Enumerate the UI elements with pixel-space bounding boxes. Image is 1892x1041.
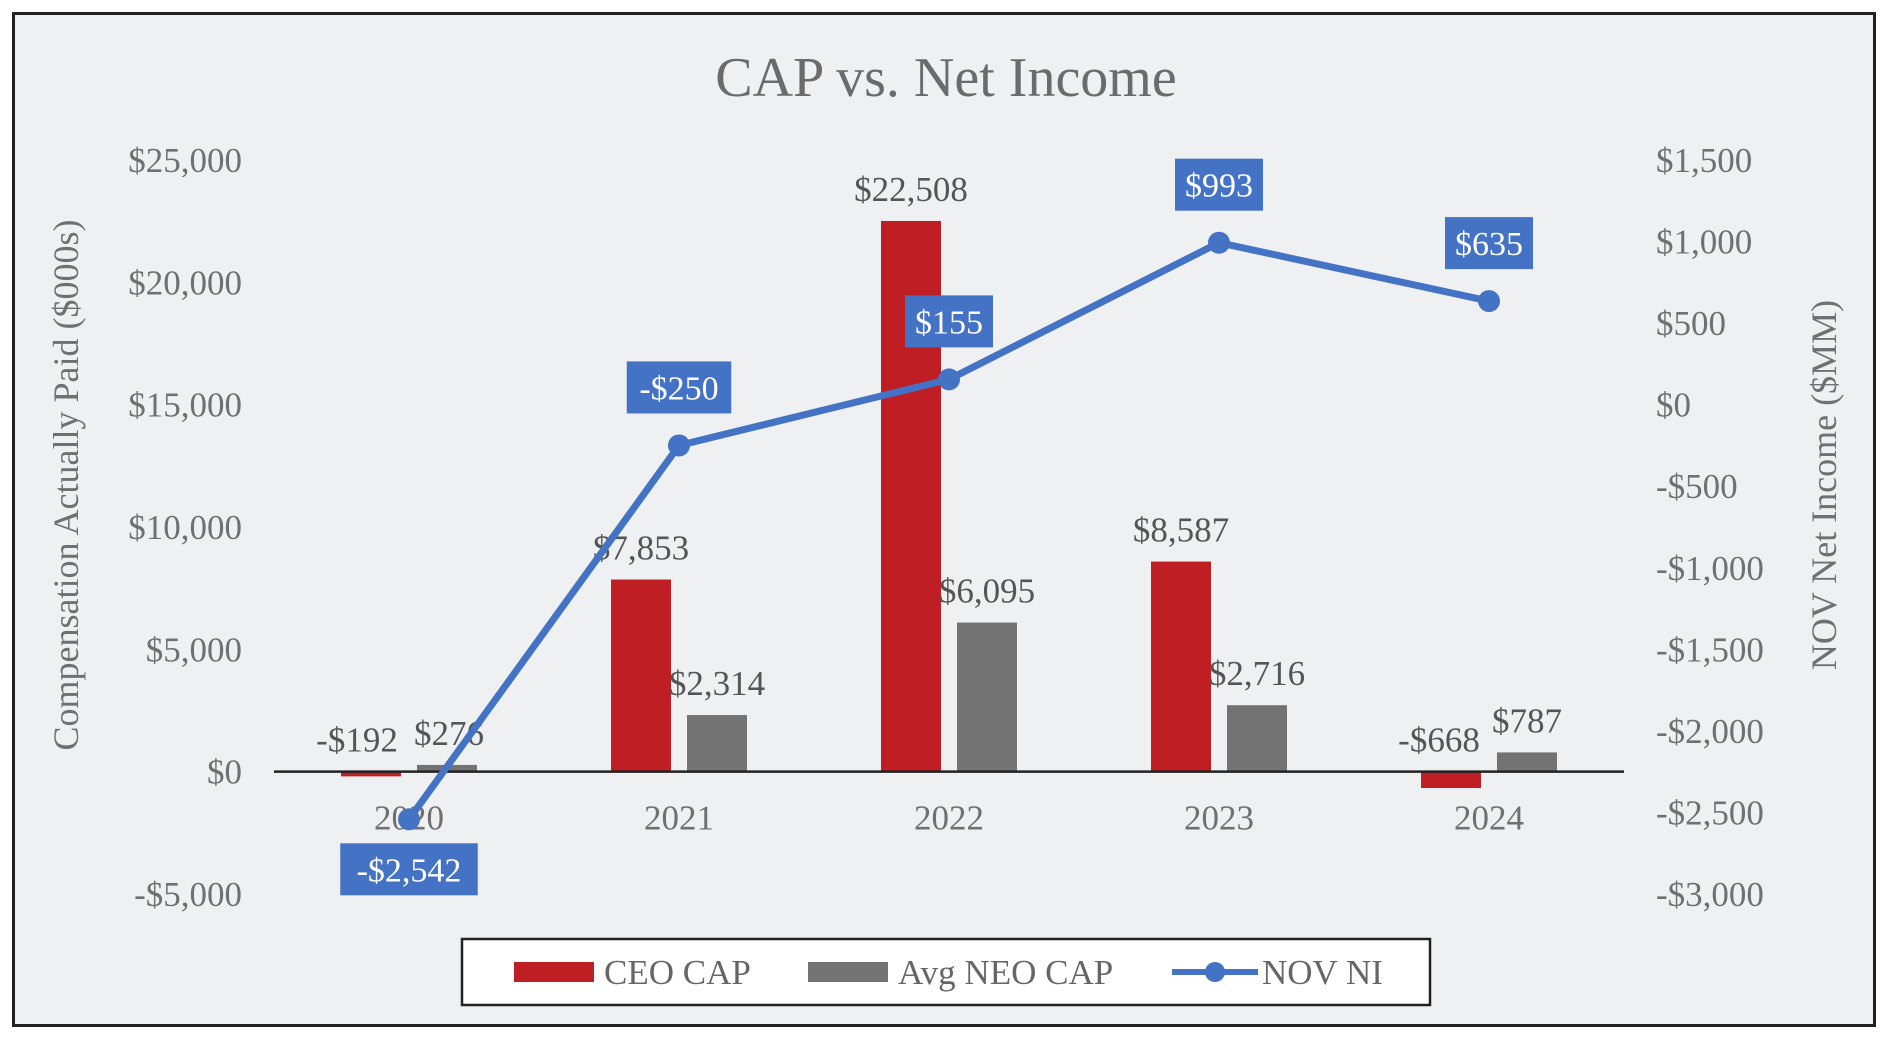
chart-frame (12, 12, 1876, 1027)
line-data-label: -$250 (639, 370, 718, 407)
bar-data-label: $6,095 (939, 572, 1035, 611)
ni-line-point (1208, 231, 1230, 254)
line-label-box (1445, 217, 1533, 270)
legend-box (460, 937, 1432, 1007)
x-tick-label: 2022 (914, 799, 984, 838)
y-axis-right-title: NOV Net Income ($MM) (1804, 300, 1844, 670)
y2-tick-label: -$2,500 (1656, 793, 1764, 832)
ni-line-point (668, 434, 690, 457)
bar-ceo-cap (1151, 561, 1211, 772)
legend-label-nov-ni: NOV NI (1262, 953, 1383, 992)
line-data-label: $993 (1185, 168, 1253, 205)
line-data-label: -$2,542 (357, 852, 462, 889)
bar-ceo-cap (341, 771, 401, 777)
y-axis-left-title: Compensation Actually Paid ($000s) (46, 220, 86, 751)
bar-data-label: $8,587 (1133, 511, 1229, 550)
y2-tick-label: $500 (1656, 304, 1726, 343)
y-tick-label: $15,000 (128, 386, 242, 425)
line-data-label: $155 (915, 304, 983, 341)
y2-tick-label: -$500 (1656, 467, 1738, 506)
line-data-label: $635 (1455, 226, 1523, 263)
y2-tick-label: $1,000 (1656, 223, 1752, 262)
bar-data-label: -$668 (1398, 721, 1480, 760)
bar-data-label: -$192 (316, 721, 398, 760)
legend-label-avg-neo-cap: Avg NEO CAP (898, 953, 1113, 992)
line-label-box (1175, 158, 1263, 211)
bar-avg-neo-cap (1497, 752, 1557, 772)
legend: CEO CAP Avg NEO CAP NOV NI (460, 937, 1432, 1007)
ni-line-point (938, 368, 960, 391)
x-tick-label: 2023 (1184, 799, 1254, 838)
y-tick-label: $20,000 (128, 263, 242, 302)
legend-label-ceo-cap: CEO CAP (604, 953, 751, 992)
legend-swatch-avg-neo-cap (808, 962, 888, 982)
ni-line-point (398, 808, 420, 831)
bar-labels: -$192$7,853$22,508$8,587-$668$276$2,314$… (316, 170, 1562, 760)
ni-line-series (398, 231, 1500, 831)
bar-data-label: $2,314 (669, 664, 765, 703)
bar-data-label: $787 (1492, 701, 1562, 740)
x-tick-label: 2024 (1454, 799, 1524, 838)
line-label-box (626, 361, 732, 414)
y-tick-label: $0 (207, 753, 242, 792)
bar-ceo-cap (1421, 771, 1481, 789)
bar-avg-neo-cap (957, 622, 1017, 772)
line-labels: -$2,542 -$250 $155 $993 $635 (340, 158, 1533, 896)
bar-ceo-cap (611, 579, 671, 772)
y2-tick-label: -$1,500 (1656, 630, 1764, 669)
line-label-box (340, 843, 478, 896)
y-tick-label: $25,000 (128, 141, 242, 180)
y2-tick-label: -$3,000 (1656, 875, 1764, 914)
y-tick-label: $5,000 (146, 630, 242, 669)
y-axis-left: $25,000 $20,000 $15,000 $10,000 $5,000 $0 -$5,… (128, 141, 242, 914)
x-axis: 20202021202220232024 (374, 799, 1524, 838)
line-label-box (905, 295, 993, 348)
y2-tick-label: -$1,000 (1656, 549, 1764, 588)
bar-data-label: $2,716 (1209, 654, 1305, 693)
ni-line-point (1478, 290, 1500, 313)
chart-title: CAP vs. Net Income (715, 47, 1176, 109)
y2-tick-label: $0 (1656, 386, 1691, 425)
y-axis-right: $1,500 $1,000 $500 $0 -$500 -$1,000 -$1,500 -$2… (1656, 141, 1764, 914)
y2-tick-label: -$2,000 (1656, 712, 1764, 751)
bar-avg-neo-cap (687, 715, 747, 772)
bar-avg-neo-cap (1227, 705, 1287, 772)
bar-data-label: $22,508 (854, 170, 968, 209)
y-tick-label: $10,000 (128, 508, 242, 547)
legend-swatch-ceo-cap (514, 962, 594, 982)
y2-tick-label: $1,500 (1656, 141, 1752, 180)
legend-swatch-nov-ni-marker (1205, 962, 1225, 982)
x-tick-label: 2021 (644, 799, 714, 838)
y-tick-label: -$5,000 (134, 875, 242, 914)
